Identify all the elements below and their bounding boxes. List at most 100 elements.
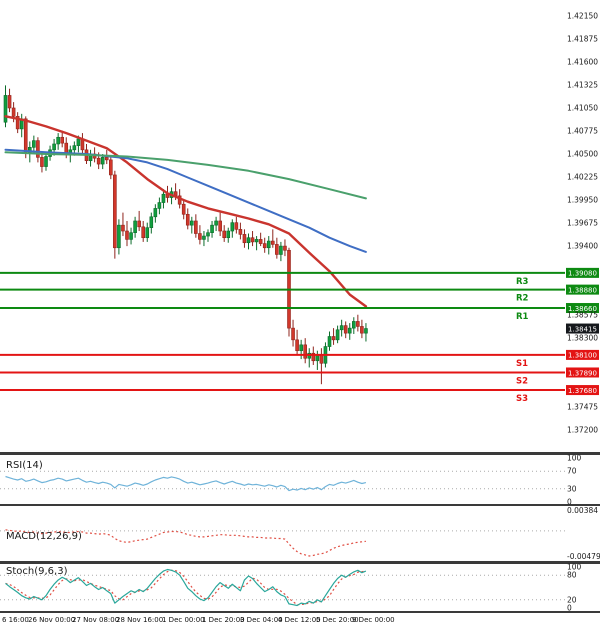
level-badge-price: 1.38660 [568, 305, 597, 313]
time-axis-label: 9 Dec 00:00 [352, 616, 395, 624]
candle [190, 220, 194, 226]
candle [291, 327, 295, 341]
candle [44, 156, 48, 167]
price-tick-label: 1.41600 [567, 57, 598, 66]
candle [343, 325, 348, 334]
candle [347, 327, 352, 334]
ma-slow-green [4, 151, 367, 200]
candle [226, 230, 231, 239]
current-price-label: 1.38415 [568, 325, 597, 333]
stoch-tick-label: 0 [567, 604, 572, 613]
support-label: S3 [516, 394, 528, 404]
price-tick-label: 1.38300 [567, 334, 598, 343]
candle [137, 220, 141, 228]
level-badge [566, 303, 599, 314]
level-badge-price: 1.37890 [568, 369, 597, 377]
level-badge [566, 349, 599, 360]
candle [275, 244, 279, 255]
candle [32, 140, 36, 148]
rsi-tick-label: 100 [567, 454, 582, 463]
candle [364, 328, 368, 334]
candle [96, 157, 101, 165]
candle [181, 203, 186, 215]
candle [72, 145, 77, 151]
panel-separator [0, 504, 600, 506]
candle [339, 325, 344, 331]
candle [295, 339, 299, 352]
candle [76, 138, 81, 146]
candle [303, 344, 308, 359]
resistance-label: R3 [516, 277, 529, 287]
time-axis-label: 3 Dec 04:00 [240, 616, 283, 624]
resistance-label: R1 [516, 312, 529, 322]
candle [121, 224, 125, 232]
candle [36, 140, 40, 158]
time-axis-label: 26 Nov 00:00 [28, 616, 75, 624]
level-badge-price: 1.39080 [568, 270, 597, 278]
candle [129, 232, 133, 240]
candle [52, 143, 56, 151]
rsi-indicator-label: RSI(14) [6, 460, 43, 471]
candle [246, 237, 251, 244]
candle [141, 226, 145, 239]
candle [60, 136, 65, 144]
level-badge-price: 1.38100 [568, 352, 597, 360]
candle [242, 234, 247, 244]
candle [319, 354, 324, 364]
candle [262, 243, 267, 249]
level-badge [566, 267, 599, 278]
price-tick-label: 1.37200 [567, 426, 598, 435]
candle [327, 336, 332, 347]
candle [356, 321, 360, 327]
candle [254, 239, 259, 243]
candle [234, 222, 239, 230]
candle [161, 193, 166, 203]
price-tick-label: 1.40775 [567, 126, 598, 135]
rsi-tick-label: 0 [567, 498, 572, 507]
level-badge [566, 367, 599, 378]
level-badge [566, 385, 599, 396]
candle [109, 159, 113, 176]
candle [214, 220, 218, 226]
level-badge-price: 1.38880 [568, 286, 597, 294]
current-price-badge [566, 323, 599, 334]
candle [299, 344, 303, 352]
candle [283, 245, 287, 251]
candle [149, 216, 154, 228]
candle [113, 174, 117, 249]
candle [40, 157, 44, 167]
panel-separator [0, 452, 600, 455]
candle [145, 227, 150, 239]
resistance-label: R2 [516, 294, 529, 304]
macd-line [5, 529, 366, 557]
time-axis-label: 6 16:00 [2, 616, 29, 624]
candle [222, 230, 226, 239]
level-badge [566, 284, 599, 295]
candle [258, 239, 263, 244]
candle [311, 352, 316, 362]
candle [206, 232, 210, 237]
candle [104, 157, 109, 161]
stoch-tick-label: 100 [567, 563, 582, 572]
time-axis-label: 1 Dec 00:00 [162, 616, 205, 624]
candle [335, 329, 340, 341]
time-axis-label: 28 Nov 16:00 [116, 616, 163, 624]
candle [270, 240, 275, 245]
stoch-tick-label: 20 [567, 595, 577, 604]
candle [266, 240, 271, 249]
price-tick-label: 1.38575 [567, 311, 598, 320]
candle [360, 326, 364, 334]
candle [117, 224, 121, 249]
candle [3, 95, 8, 123]
level-badge-price: 1.37680 [568, 387, 597, 395]
price-tick-label: 1.40225 [567, 173, 598, 182]
candle [230, 222, 235, 232]
rsi-tick-label: 30 [567, 484, 577, 493]
candle [250, 237, 255, 243]
candle [238, 229, 243, 235]
ma-fast-red [4, 115, 368, 308]
time-axis-label: 27 Nov 08:00 [72, 616, 119, 624]
price-tick-label: 1.39400 [567, 242, 598, 251]
